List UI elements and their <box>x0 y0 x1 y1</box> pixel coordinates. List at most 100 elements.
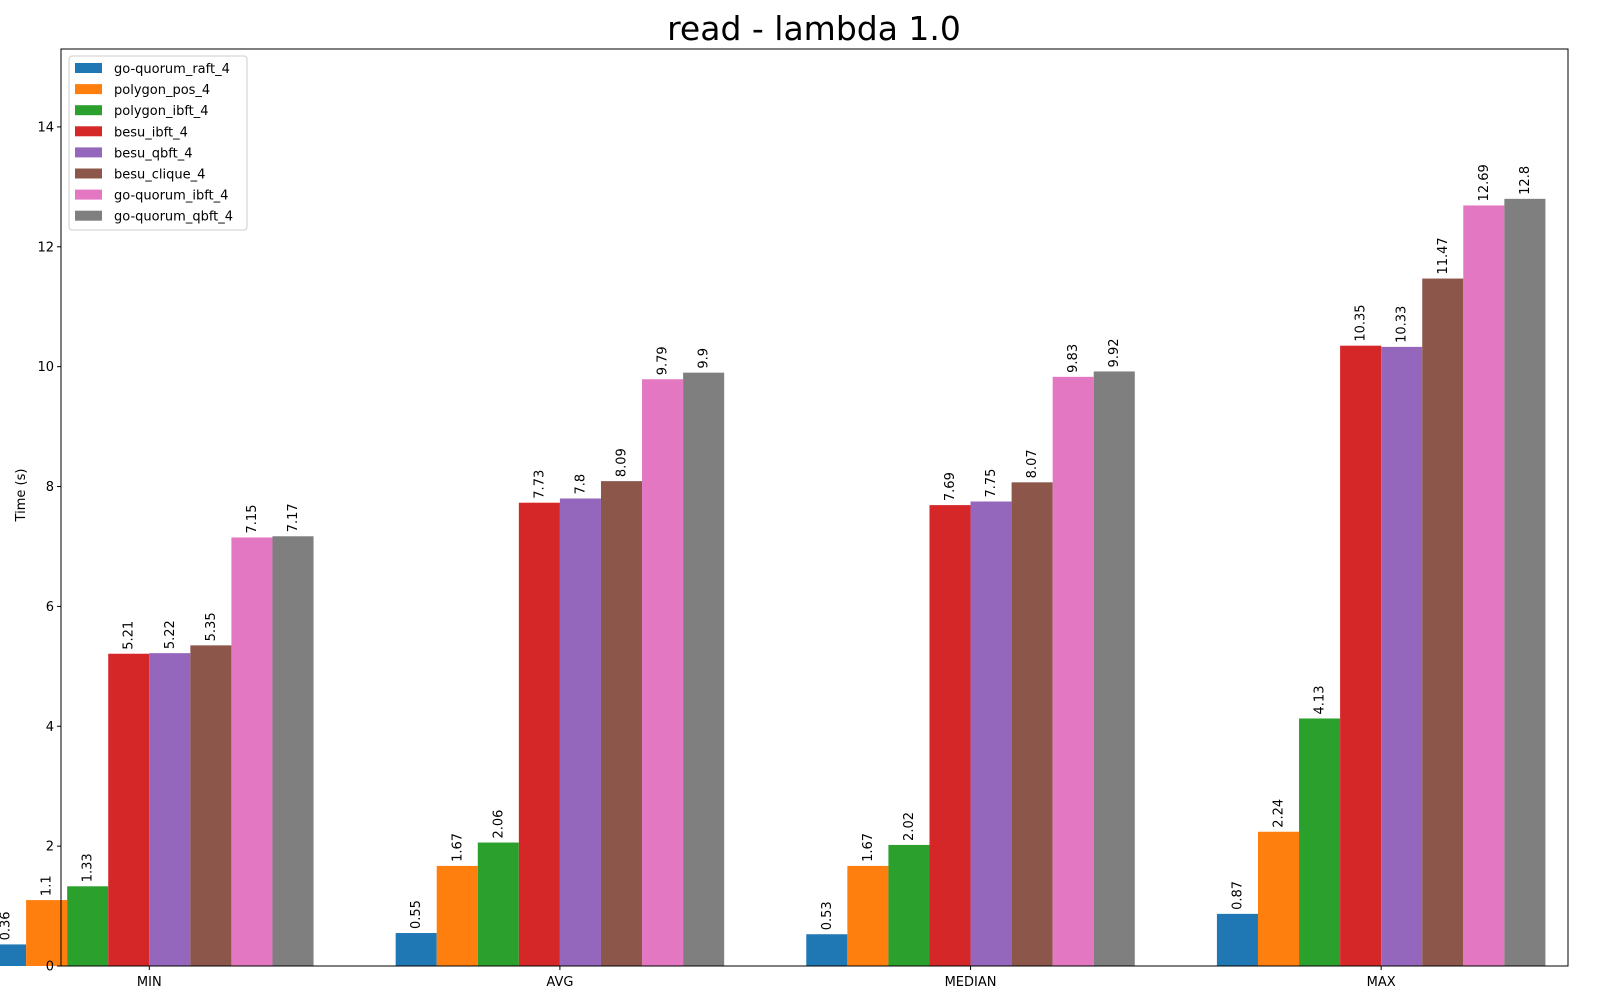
bar <box>1011 482 1053 966</box>
bar-value-label: 2.24 <box>1272 799 1287 828</box>
bar <box>642 379 684 966</box>
legend-label: polygon_pos_4 <box>114 83 210 98</box>
bar-value-label: 0.87 <box>1230 881 1245 910</box>
legend-swatch <box>75 147 102 158</box>
bar-value-label: 10.33 <box>1395 306 1410 343</box>
chart-title: read - lambda 1.0 <box>667 9 961 48</box>
bar <box>395 933 437 966</box>
bar <box>0 944 27 966</box>
y-tick-label: 14 <box>37 120 54 135</box>
legend-swatch <box>75 210 102 221</box>
bar-value-label: 10.35 <box>1354 304 1369 341</box>
bar <box>518 502 560 966</box>
bar <box>683 372 725 966</box>
bar <box>1422 278 1464 966</box>
bar-value-label: 5.35 <box>204 612 219 641</box>
y-tick-label: 2 <box>46 840 54 855</box>
x-tick-label: MAX <box>1367 975 1396 990</box>
bar <box>149 653 191 966</box>
bar-value-label: 7.75 <box>984 469 999 498</box>
bar-value-label: 11.47 <box>1436 237 1451 274</box>
bar <box>67 886 109 966</box>
bar <box>1052 376 1094 966</box>
bar <box>888 844 930 966</box>
bar <box>1299 718 1341 966</box>
legend-swatch <box>75 63 102 73</box>
y-axis: 0 2 4 6 8 10 12 14 <box>37 120 61 975</box>
bar <box>190 645 232 966</box>
bar-value-label: 9.83 <box>1066 344 1081 373</box>
bar <box>1340 345 1382 966</box>
bar <box>26 900 68 966</box>
bar <box>929 505 971 966</box>
bar-value-label: 1.67 <box>861 833 876 862</box>
bar <box>1504 198 1546 966</box>
bar <box>847 865 889 966</box>
x-axis: MIN AVG MEDIAN MAX <box>137 966 1396 990</box>
bar-value-label: 0.53 <box>820 901 835 930</box>
bar-value-label: 5.21 <box>122 621 137 650</box>
legend-swatch <box>75 105 102 116</box>
bar <box>231 537 273 966</box>
x-tick-label: MEDIAN <box>945 975 997 990</box>
bar-value-label: 7.8 <box>573 474 588 495</box>
legend-label: polygon_ibft_4 <box>114 104 209 119</box>
y-tick-label: 0 <box>46 960 54 975</box>
bar-value-label: 9.92 <box>1107 338 1122 367</box>
bar <box>1463 205 1505 966</box>
bar-value-label: 7.73 <box>532 470 547 499</box>
bar <box>559 498 601 966</box>
bar-value-label: 7.17 <box>286 503 301 532</box>
legend: go-quorum_raft_4 polygon_pos_4 polygon_ibf… <box>68 55 248 231</box>
bar <box>477 842 519 966</box>
bar <box>272 536 314 966</box>
bar <box>1093 371 1135 966</box>
legend-swatch <box>75 168 102 179</box>
bar-value-label: 4.13 <box>1313 686 1328 715</box>
x-tick-label: AVG <box>546 975 573 990</box>
y-tick-label: 8 <box>46 480 54 495</box>
legend-label: go-quorum_raft_4 <box>114 62 230 77</box>
bar-value-label: 0.55 <box>409 900 424 929</box>
legend-swatch <box>75 126 102 137</box>
x-tick-label: MIN <box>137 975 162 990</box>
bar-value-label: 2.02 <box>902 812 917 841</box>
bar-value-label: 9.79 <box>656 346 671 375</box>
y-tick-label: 4 <box>46 720 54 735</box>
legend-label: go-quorum_qbft_4 <box>114 210 233 225</box>
bar <box>806 934 848 966</box>
bar-value-label: 1.67 <box>450 833 465 862</box>
bar-value-label: 0.36 <box>0 911 14 940</box>
y-axis-label: Time (s) <box>14 469 29 523</box>
legend-label: besu_ibft_4 <box>114 125 188 140</box>
y-tick-label: 6 <box>46 600 54 615</box>
bar-value-label: 7.15 <box>245 505 260 534</box>
bar <box>108 653 150 966</box>
legend-swatch <box>75 189 102 200</box>
bar-value-label: 2.06 <box>491 810 506 839</box>
legend-label: besu_qbft_4 <box>114 146 192 161</box>
legend-label: go-quorum_ibft_4 <box>114 189 228 204</box>
y-tick-label: 12 <box>37 240 54 255</box>
bar-value-label: 1.33 <box>81 853 96 882</box>
bar-value-label: 1.1 <box>40 875 55 896</box>
plot-frame <box>60 48 1569 967</box>
bar <box>600 481 643 966</box>
bars-group <box>0 198 1546 967</box>
bar-value-label: 9.9 <box>697 348 712 369</box>
bar-value-label: 12.8 <box>1518 166 1533 195</box>
legend-label: besu_clique_4 <box>114 168 205 183</box>
bar-value-label: 5.22 <box>163 620 178 649</box>
legend-box <box>68 55 248 231</box>
bar <box>1216 913 1258 966</box>
bar-labels-group: 0.36 1.1 1.33 5.21 5.22 5.35 7.15 7.17 0.55 1.67 2… <box>0 164 1533 940</box>
bar-value-label: 8.09 <box>615 448 630 477</box>
bar-value-label: 12.69 <box>1477 164 1492 201</box>
bar <box>1257 831 1300 966</box>
bar <box>1381 346 1423 967</box>
bar-value-label: 8.07 <box>1025 449 1040 478</box>
y-tick-label: 10 <box>37 360 54 375</box>
bar <box>436 865 478 966</box>
legend-swatch <box>75 84 102 95</box>
